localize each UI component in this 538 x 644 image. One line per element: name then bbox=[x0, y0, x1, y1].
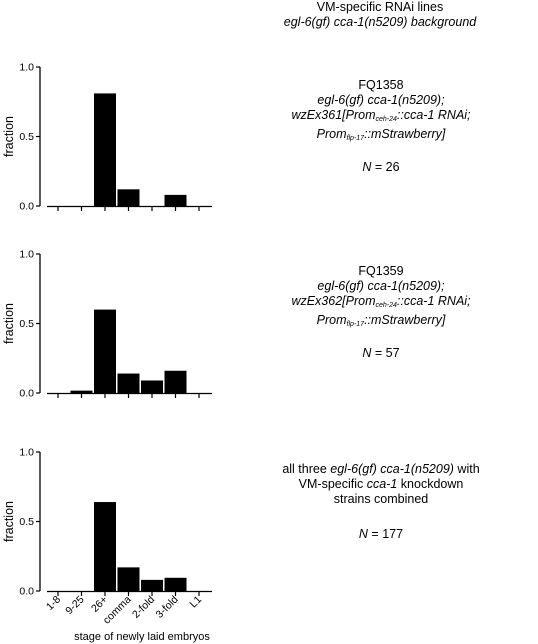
x-tick-label: 3-fold bbox=[154, 594, 181, 621]
genotype-line-1: egl-6(gf) cca-1(n5209); bbox=[317, 279, 445, 293]
genotype-part: Prom bbox=[316, 127, 347, 141]
bar bbox=[164, 370, 187, 393]
genotype-line-2: wzEx362[Promceh-24::cca-1 RNAi; bbox=[222, 294, 538, 313]
panel-3-annotation: all three egl-6(gf) cca-1(n5209) with VM… bbox=[222, 462, 538, 542]
panel-1-annotation: FQ1358 egl-6(gf) cca-1(n5209); wzEx361[P… bbox=[222, 78, 538, 175]
promoter-subscript: ceh-24 bbox=[375, 116, 397, 123]
y-tick-label: 0.0 bbox=[19, 388, 34, 400]
bar bbox=[94, 502, 116, 591]
sample-size: N = 26 bbox=[222, 160, 538, 175]
strain-name: FQ1359 bbox=[358, 264, 404, 278]
genotype-part: ::cca-1 RNAi; bbox=[396, 108, 471, 122]
text-part: VM-specific bbox=[298, 477, 367, 491]
y-axis-title: fraction bbox=[2, 501, 16, 542]
figure-header: VM-specific RNAi lines egl-6(gf) cca-1(n… bbox=[230, 0, 530, 30]
x-tick-label: L1 bbox=[187, 594, 204, 611]
y-tick-label: 1.0 bbox=[19, 447, 34, 459]
bar bbox=[164, 577, 187, 591]
panel-2-annotation: FQ1359 egl-6(gf) cca-1(n5209); wzEx362[P… bbox=[222, 264, 538, 361]
x-tick-label: 1-8 bbox=[44, 594, 63, 613]
genotype-part: egl-6(gf) cca-1(n5209) bbox=[330, 462, 454, 476]
combined-line-1: all three egl-6(gf) cca-1(n5209) with bbox=[222, 462, 538, 477]
y-axis-title: fraction bbox=[2, 303, 16, 344]
gene-name: cca-1 bbox=[366, 477, 398, 491]
text-part: all three bbox=[282, 462, 331, 476]
n-symbol: N bbox=[362, 160, 372, 174]
x-tick-label: 2-fold bbox=[130, 594, 157, 621]
genotype-part: ::mStrawberry] bbox=[364, 127, 446, 141]
bar bbox=[94, 309, 116, 393]
n-value: = 26 bbox=[371, 160, 400, 174]
header-line-2: egl-6(gf) cca-1(n5209) background bbox=[283, 15, 477, 29]
bar bbox=[141, 579, 163, 591]
n-value: = 177 bbox=[367, 527, 404, 541]
y-axis-title: fraction bbox=[2, 116, 16, 157]
combined-line-2: VM-specific cca-1 knockdown bbox=[222, 477, 538, 492]
y-tick-label: 0.0 bbox=[19, 201, 34, 213]
n-value: = 57 bbox=[371, 346, 400, 360]
genotype-line-2: wzEx361[Promceh-24::cca-1 RNAi; bbox=[222, 108, 538, 127]
bar bbox=[117, 189, 140, 206]
sample-size: N = 57 bbox=[222, 346, 538, 361]
bar bbox=[70, 390, 93, 393]
promoter-subscript: ceh-24 bbox=[375, 302, 397, 309]
bar bbox=[141, 380, 163, 393]
bar bbox=[117, 373, 140, 393]
x-axis-title: stage of newly laid embryos bbox=[74, 631, 210, 643]
genotype-part: wzEx362[Prom bbox=[291, 294, 376, 308]
genotype-part: ::cca-1 RNAi; bbox=[396, 294, 471, 308]
genotype-part: wzEx361[Prom bbox=[291, 108, 376, 122]
strain-name: FQ1358 bbox=[358, 78, 404, 92]
y-tick-label: 0.0 bbox=[19, 586, 34, 598]
genotype-line-1: egl-6(gf) cca-1(n5209); bbox=[317, 93, 445, 107]
promoter-subscript: flp-17 bbox=[346, 321, 365, 328]
header-line-1: VM-specific RNAi lines bbox=[316, 0, 444, 14]
x-tick-label: 9-25 bbox=[63, 594, 86, 617]
y-tick-label: 1.0 bbox=[19, 62, 34, 74]
genotype-part: ::mStrawberry] bbox=[364, 313, 446, 327]
bar bbox=[94, 93, 116, 206]
text-part: with bbox=[453, 462, 480, 476]
bar bbox=[117, 567, 140, 591]
n-symbol: N bbox=[362, 346, 372, 360]
y-tick-label: 1.0 bbox=[19, 249, 34, 261]
n-symbol: N bbox=[358, 527, 368, 541]
genotype-part: Prom bbox=[316, 313, 347, 327]
y-tick-label: 0.5 bbox=[19, 516, 34, 528]
y-tick-label: 0.5 bbox=[19, 318, 34, 330]
genotype-line-3: Promflp-17::mStrawberry] bbox=[222, 127, 538, 146]
genotype-line-3: Promflp-17::mStrawberry] bbox=[222, 313, 538, 332]
text-part: knockdown bbox=[397, 477, 464, 491]
combined-line-3: strains combined bbox=[333, 492, 429, 506]
sample-size: N = 177 bbox=[222, 527, 538, 542]
promoter-subscript: flp-17 bbox=[346, 135, 365, 142]
y-tick-label: 0.5 bbox=[19, 131, 34, 143]
bar bbox=[164, 194, 187, 206]
